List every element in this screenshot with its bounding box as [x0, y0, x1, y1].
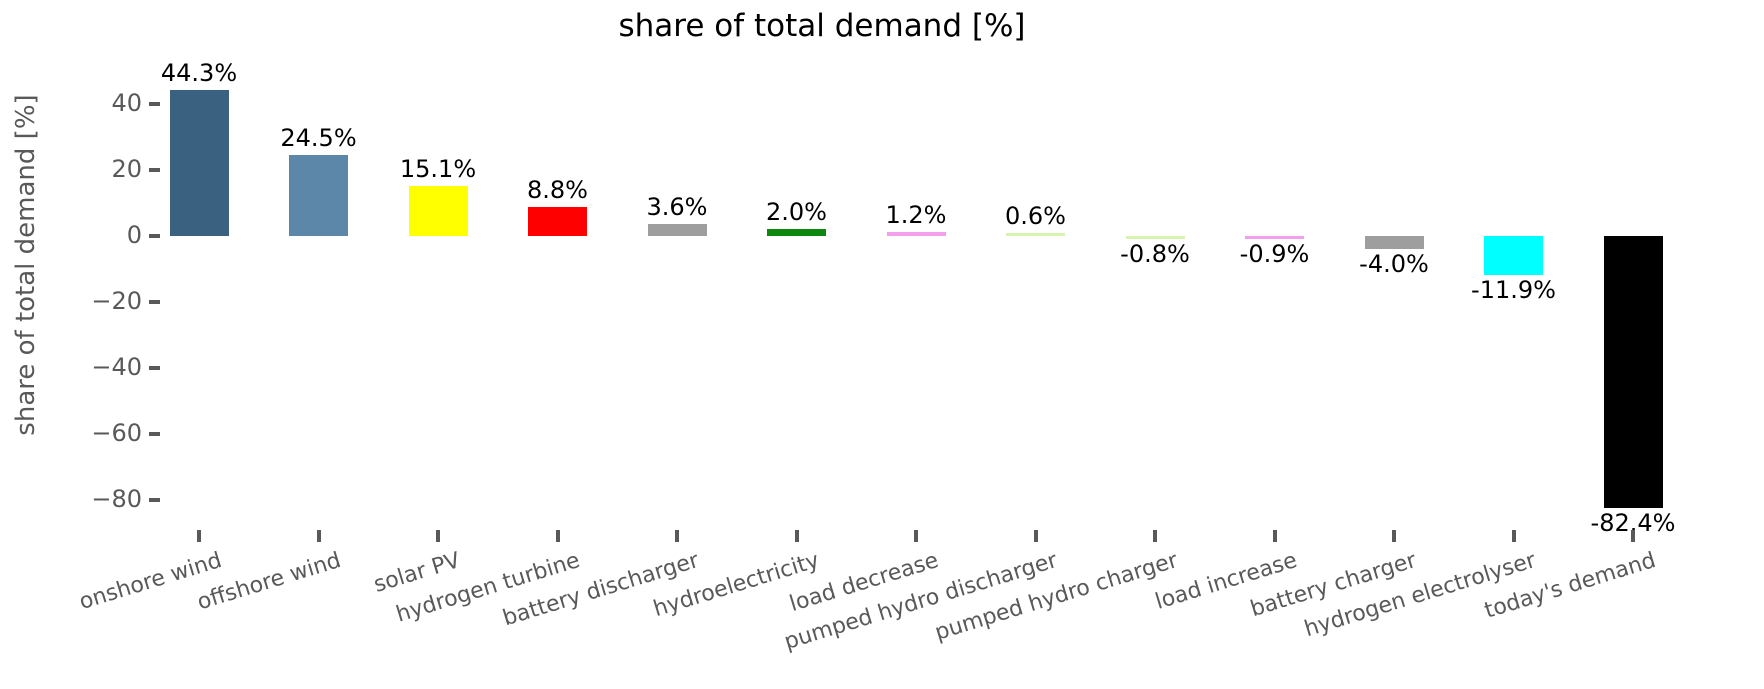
x-tick-mark [1153, 530, 1157, 542]
x-tick-mark [914, 530, 918, 542]
bar-battery-discharger [647, 224, 707, 236]
x-tick-mark [1511, 530, 1516, 542]
x-tick-mark [555, 530, 560, 542]
y-tick-mark [149, 300, 160, 304]
bar-pumped-hydro-charger [1125, 236, 1185, 239]
x-tick-mark [1392, 530, 1396, 542]
y-tick-mark [149, 432, 160, 436]
bar-value-label-pumped-hydro-charger: -0.8% [1120, 240, 1190, 268]
x-tick-mark [197, 530, 201, 542]
bar-value-label-hydrogen-electrolyser: -11.9% [1471, 276, 1556, 305]
y-tick-label: −20 [91, 287, 142, 315]
bar-value-label-load-decrease: 1.2% [885, 201, 947, 230]
x-tick-mark [1033, 530, 1038, 542]
bar-value-label-offshore-wind: 24.5% [280, 124, 357, 153]
y-tick-label: −80 [91, 485, 142, 513]
y-tick-mark [149, 366, 160, 370]
y-tick-label: 0 [126, 221, 142, 249]
bar-load-increase [1245, 236, 1304, 239]
x-tick-mark [1272, 530, 1277, 542]
bar-onshore-wind [169, 89, 229, 236]
x-tick-mark [316, 530, 321, 542]
bar-value-label-onshore-wind: 44.3% [160, 58, 238, 87]
y-tick-mark [149, 498, 160, 502]
bar-today-s-demand [1603, 236, 1663, 508]
x-tick-mark [675, 530, 679, 542]
y-tick-label: −60 [91, 419, 142, 447]
bar-value-label-hydroelectricity: 2.0% [766, 198, 827, 227]
x-tick-mark [436, 530, 440, 542]
chart-title: share of total demand [%] [618, 8, 1026, 44]
bar-hydrogen-electrolyser [1484, 236, 1543, 276]
bar-value-label-load-increase: -0.9% [1239, 240, 1310, 268]
bar-load-decrease [886, 232, 946, 236]
bar-pumped-hydro-discharger [1006, 233, 1065, 236]
bar-hydrogen-turbine [528, 206, 587, 236]
bar-value-label-battery-charger: -4.0% [1359, 250, 1429, 279]
bar-value-label-hydrogen-turbine: 8.8% [527, 175, 588, 204]
x-tick-mark [794, 530, 799, 542]
x-tick-mark [1631, 530, 1635, 542]
y-tick-mark [149, 102, 160, 106]
y-tick-label: 20 [111, 155, 142, 183]
bar-value-label-solar-pv: 15.1% [399, 155, 477, 184]
bar-value-label-battery-discharger: 3.6% [646, 193, 708, 222]
bar-hydroelectricity [767, 229, 826, 236]
y-tick-label: −40 [91, 353, 142, 381]
bar-value-label-pumped-hydro-discharger: 0.6% [1005, 202, 1066, 230]
bar-battery-charger [1364, 236, 1424, 250]
bar-offshore-wind [289, 155, 348, 236]
y-tick-mark [149, 234, 160, 238]
y-tick-mark [149, 168, 160, 172]
bar-solar-pv [408, 186, 468, 236]
y-tick-label: 40 [111, 89, 142, 117]
